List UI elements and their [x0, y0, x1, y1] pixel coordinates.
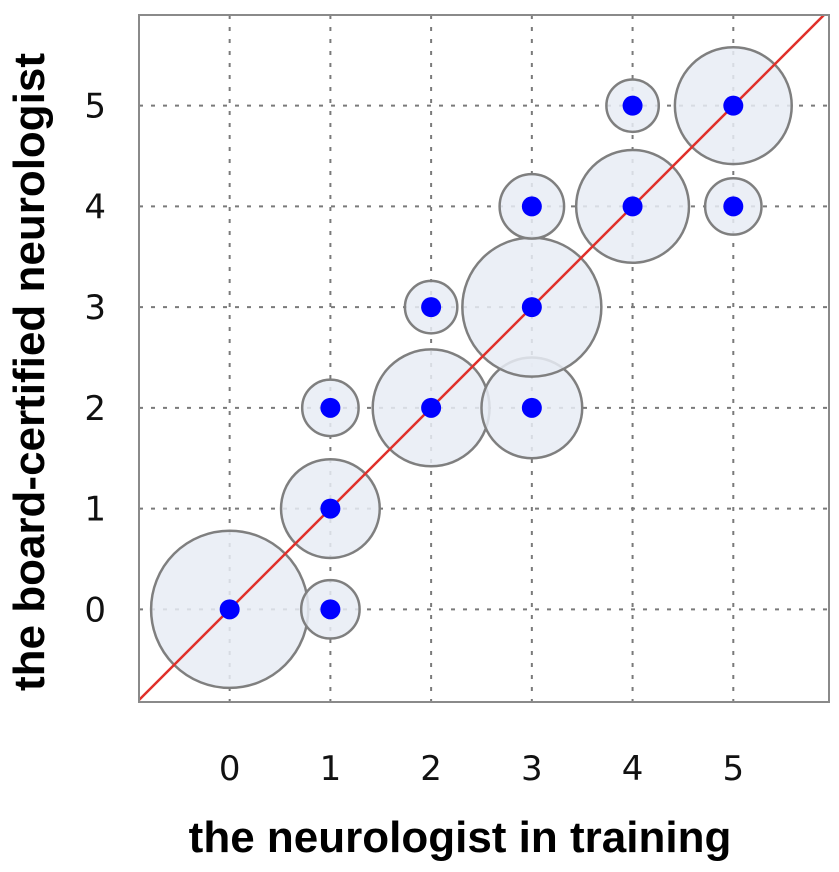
data-point-1	[320, 599, 341, 620]
data-point-3	[320, 397, 341, 418]
data-point-4	[421, 397, 442, 418]
y-tick-label-4: 4	[84, 187, 106, 227]
reference-line	[139, 15, 826, 702]
data-point-10	[622, 95, 643, 116]
data-point-6	[521, 397, 542, 418]
reference-line-group	[139, 15, 826, 702]
data-point-5	[421, 297, 442, 318]
x-tick-label-4: 4	[622, 749, 644, 789]
y-axis-title: the board-certified neurologist	[5, 53, 54, 691]
x-axis-title: the neurologist in training	[189, 813, 732, 862]
data-point-2	[320, 498, 341, 519]
x-tick-label-2: 2	[420, 749, 442, 789]
data-point-12	[723, 95, 744, 116]
data-point-9	[622, 196, 643, 217]
x-tick-label-0: 0	[219, 749, 241, 789]
x-tick-label-5: 5	[722, 749, 744, 789]
y-tick-label-2: 2	[84, 389, 106, 429]
y-tick-label-0: 0	[84, 590, 106, 630]
y-tick-label-3: 3	[84, 288, 106, 328]
y-tick-label-5: 5	[84, 87, 106, 127]
x-tick-label-1: 1	[320, 749, 342, 789]
data-points	[219, 95, 744, 620]
y-tick-labels: 0 1 2 3 4 5	[84, 87, 106, 631]
y-tick-label-1: 1	[84, 490, 106, 530]
data-point-11	[723, 196, 744, 217]
data-point-8	[521, 196, 542, 217]
data-point-0	[219, 599, 240, 620]
x-tick-labels: 0 1 2 3 4 5	[219, 749, 744, 789]
plot-frame	[138, 14, 830, 703]
data-point-7	[521, 297, 542, 318]
x-tick-label-3: 3	[521, 749, 543, 789]
